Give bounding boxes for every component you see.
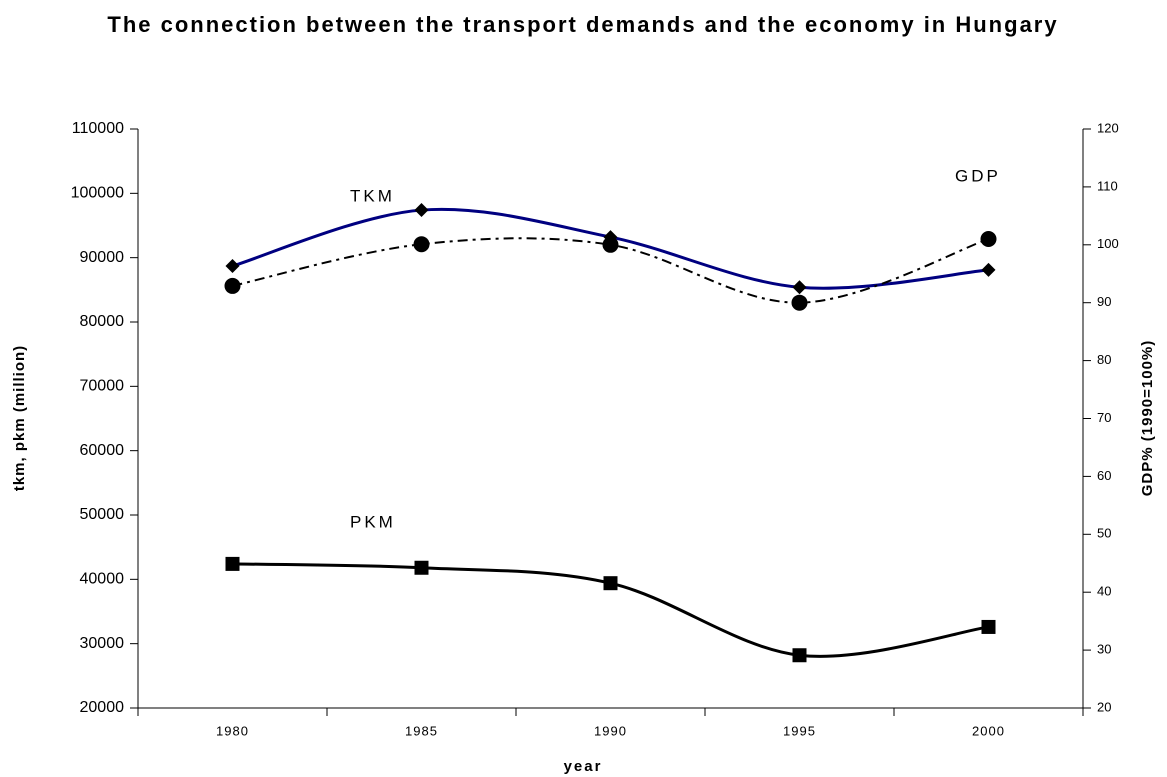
x-tick-label: 1995 [783, 723, 816, 738]
y-tick-label: 110000 [72, 120, 124, 137]
marker [981, 619, 996, 634]
x-tick-label: 1985 [405, 723, 438, 738]
marker [792, 648, 807, 663]
y2-tick-label: 50 [1097, 526, 1111, 541]
marker [413, 236, 430, 253]
x-axis-label: year [564, 758, 603, 775]
y2-tick-label: 60 [1097, 468, 1111, 483]
y2-tick-label: 110 [1097, 178, 1118, 193]
y-tick-label: 40000 [80, 571, 125, 588]
y-tick-label: 90000 [80, 249, 125, 266]
marker [225, 556, 240, 571]
y-axis-label: tkm, pkm (million) [11, 345, 28, 491]
marker [225, 259, 240, 274]
y2-tick-label: 20 [1097, 699, 1111, 714]
series-label: GDP [955, 166, 1001, 185]
y2-tick-label: 90 [1097, 294, 1111, 309]
y-tick-label: 80000 [80, 313, 125, 330]
x-tick-label: 1990 [594, 723, 627, 738]
marker [224, 277, 241, 294]
y2-tick-label: 70 [1097, 410, 1111, 425]
y2-axis-label: GDP% (1990=100%) [1139, 340, 1156, 497]
y2-tick-label: 80 [1097, 352, 1111, 367]
marker [981, 262, 996, 277]
marker [603, 576, 618, 591]
y-tick-label: 20000 [80, 699, 125, 716]
x-tick-label: 2000 [972, 723, 1005, 738]
marker [791, 294, 808, 311]
marker [792, 280, 807, 295]
x-tick-label: 1980 [216, 723, 249, 738]
marker [414, 560, 429, 575]
y2-tick-label: 120 [1097, 120, 1119, 135]
y2-tick-label: 40 [1097, 584, 1111, 599]
y2-tick-label: 30 [1097, 642, 1111, 657]
marker [414, 203, 429, 218]
series-label: PKM [350, 512, 396, 531]
marker [602, 236, 619, 253]
y-tick-label: 60000 [80, 442, 125, 459]
y-tick-label: 70000 [80, 378, 125, 395]
y2-tick-label: 100 [1097, 236, 1119, 251]
y-tick-label: 100000 [71, 185, 124, 202]
y-tick-label: 30000 [80, 635, 125, 652]
y-tick-label: 50000 [80, 506, 125, 523]
marker [980, 231, 997, 248]
chart-title: The connection between the transport dem… [107, 12, 1059, 37]
series-label: TKM [350, 186, 395, 205]
